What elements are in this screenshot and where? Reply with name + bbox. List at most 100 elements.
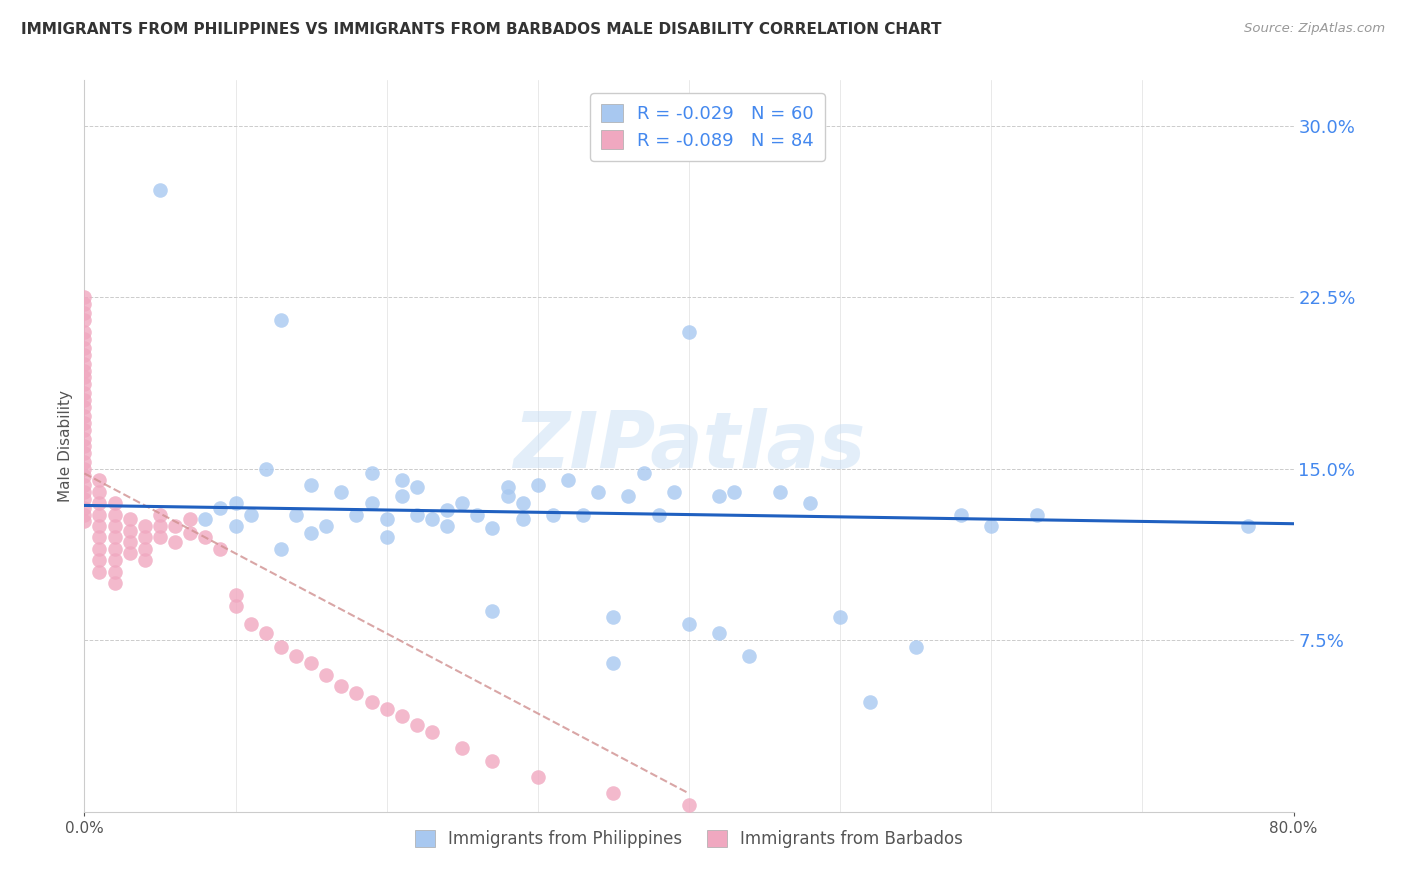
- Point: [165, 519, 187, 533]
- Point: [330, 484, 353, 499]
- Point: [73, 478, 96, 492]
- Point: [315, 519, 337, 533]
- Point: [481, 755, 503, 769]
- Point: [73, 409, 96, 424]
- Point: [118, 546, 141, 560]
- Point: [406, 480, 429, 494]
- Point: [299, 525, 322, 540]
- Point: [149, 530, 172, 544]
- Point: [451, 740, 474, 755]
- Point: [799, 496, 821, 510]
- Point: [225, 496, 247, 510]
- Point: [73, 439, 96, 453]
- Point: [73, 423, 96, 437]
- Point: [467, 508, 489, 522]
- Point: [89, 519, 111, 533]
- Point: [73, 515, 96, 529]
- Point: [420, 724, 443, 739]
- Point: [950, 508, 973, 522]
- Point: [769, 484, 792, 499]
- Point: [723, 484, 745, 499]
- Point: [496, 489, 519, 503]
- Point: [678, 325, 700, 339]
- Point: [406, 508, 429, 522]
- Point: [406, 718, 429, 732]
- Point: [165, 535, 187, 549]
- Point: [830, 610, 852, 624]
- Point: [89, 530, 111, 544]
- Point: [980, 519, 1002, 533]
- Point: [134, 530, 156, 544]
- Point: [225, 588, 247, 602]
- Point: [360, 496, 382, 510]
- Point: [254, 462, 277, 476]
- Point: [73, 347, 96, 362]
- Point: [194, 530, 217, 544]
- Point: [527, 478, 550, 492]
- Point: [194, 512, 217, 526]
- Point: [104, 508, 127, 522]
- Point: [73, 370, 96, 384]
- Point: [73, 462, 96, 476]
- Point: [678, 797, 700, 812]
- Point: [104, 530, 127, 544]
- Point: [496, 480, 519, 494]
- Point: [73, 332, 96, 346]
- Point: [360, 467, 382, 481]
- Point: [104, 565, 127, 579]
- Point: [391, 708, 413, 723]
- Point: [149, 183, 172, 197]
- Point: [738, 649, 761, 664]
- Point: [179, 512, 201, 526]
- Point: [285, 508, 308, 522]
- Point: [73, 416, 96, 430]
- Point: [73, 500, 96, 515]
- Point: [512, 496, 534, 510]
- Point: [285, 649, 308, 664]
- Point: [73, 393, 96, 408]
- Point: [73, 455, 96, 469]
- Point: [179, 525, 201, 540]
- Point: [678, 617, 700, 632]
- Point: [1237, 519, 1260, 533]
- Point: [602, 610, 624, 624]
- Point: [89, 508, 111, 522]
- Point: [73, 357, 96, 371]
- Point: [73, 325, 96, 339]
- Point: [360, 695, 382, 709]
- Y-axis label: Male Disability: Male Disability: [58, 390, 73, 502]
- Point: [239, 617, 262, 632]
- Point: [118, 512, 141, 526]
- Point: [527, 771, 550, 785]
- Point: [73, 446, 96, 460]
- Point: [73, 290, 96, 304]
- Point: [118, 535, 141, 549]
- Point: [89, 553, 111, 567]
- Point: [209, 500, 232, 515]
- Point: [270, 541, 292, 556]
- Point: [89, 541, 111, 556]
- Point: [225, 519, 247, 533]
- Point: [89, 496, 111, 510]
- Point: [73, 400, 96, 414]
- Point: [709, 626, 731, 640]
- Point: [346, 686, 368, 700]
- Point: [104, 576, 127, 591]
- Point: [73, 432, 96, 446]
- Point: [662, 484, 685, 499]
- Point: [375, 512, 398, 526]
- Point: [149, 508, 172, 522]
- Point: [436, 519, 458, 533]
- Point: [1025, 508, 1047, 522]
- Point: [436, 503, 458, 517]
- Point: [481, 521, 503, 535]
- Point: [391, 473, 413, 487]
- Point: [904, 640, 927, 655]
- Point: [633, 467, 655, 481]
- Point: [330, 679, 353, 693]
- Point: [299, 656, 322, 670]
- Point: [73, 313, 96, 327]
- Point: [557, 473, 579, 487]
- Point: [572, 508, 595, 522]
- Point: [73, 341, 96, 355]
